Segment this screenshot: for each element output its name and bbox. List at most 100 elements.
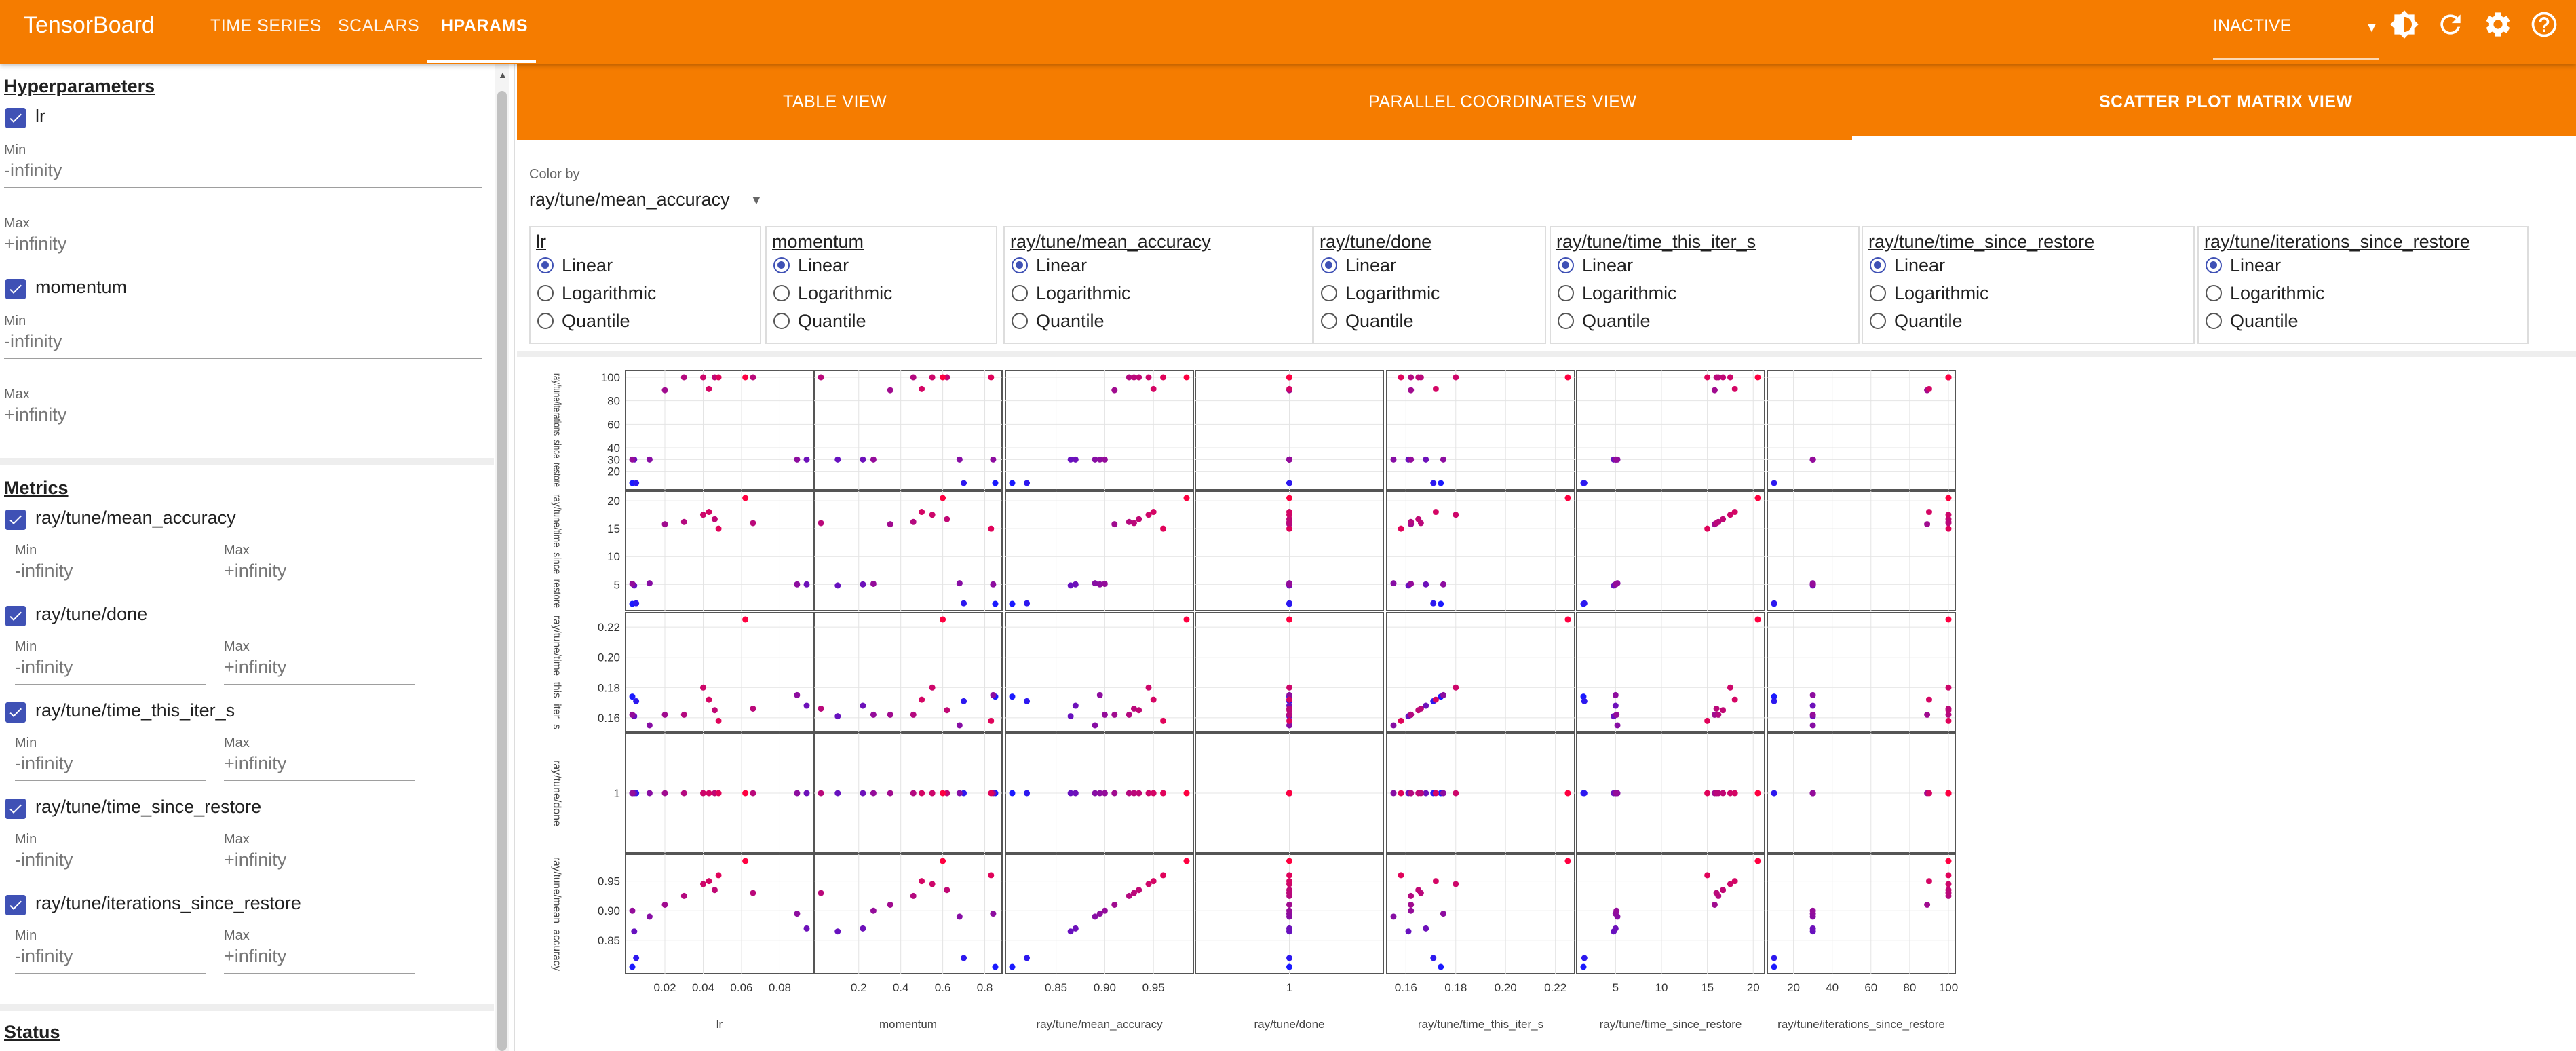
data-point [1771,963,1777,970]
scale-option-label[interactable]: Quantile [1894,311,1963,331]
metric-min-input[interactable] [15,753,205,774]
scale-option-label[interactable]: Linear [2230,255,2282,275]
run-status-select[interactable]: INACTIVE ▼ [2213,12,2379,60]
metric-min-input[interactable] [15,560,205,581]
settings-icon[interactable] [2483,9,2513,39]
scale-option-label[interactable]: Linear [798,255,849,275]
tab-scatter-plot-matrix-view[interactable]: SCATTER PLOT MATRIX VIEW [2099,92,2353,111]
scale-radio-linear[interactable] [1321,257,1337,273]
scale-option-label[interactable]: Logarithmic [1582,283,1677,303]
scale-option-label[interactable]: Linear [1582,255,1634,275]
metric-max-input[interactable] [224,946,414,967]
chevron-down-icon[interactable]: ▼ [750,193,763,207]
data-point [1564,374,1571,381]
scale-option-label[interactable]: Quantile [2230,311,2299,331]
momentum-min-input[interactable] [4,331,479,352]
scale-radio-quantile[interactable] [2206,313,2222,329]
momentum-max-input[interactable] [4,404,479,425]
scale-radio-linear[interactable] [773,257,790,273]
color-by-select[interactable]: ray/tune/mean_accuracy [529,189,730,210]
data-point [1440,911,1446,917]
data-point [646,722,653,729]
checkbox-metric[interactable] [5,895,26,915]
checkbox-metric[interactable] [5,606,26,626]
sidebar-scrollbar-thumb[interactable] [497,91,507,1051]
metric-max-input[interactable] [224,753,414,774]
scroll-up-icon[interactable]: ▲ [498,69,507,80]
scale-radio-linear[interactable] [2206,257,2222,273]
checkbox-metric[interactable] [5,799,26,819]
scale-option-label[interactable]: Quantile [1036,311,1104,331]
data-point [988,374,995,381]
scale-option-label[interactable]: Quantile [1582,311,1651,331]
x-tick-label: 0.02 [653,981,676,994]
nav-tab-scalars[interactable]: SCALARS [338,16,420,35]
scale-radio-logarithmic[interactable] [2206,285,2222,301]
scale-option-label[interactable]: Linear [1036,255,1088,275]
scale-radio-quantile[interactable] [1012,313,1028,329]
max-label: Max [224,832,250,847]
data-point [1945,717,1952,724]
scale-radio-logarithmic[interactable] [1012,285,1028,301]
scale-radio-linear[interactable] [1870,257,1886,273]
metric-max-input[interactable] [224,657,414,678]
scale-option-label[interactable]: Linear [1345,255,1397,275]
scale-radio-logarithmic[interactable] [773,285,790,301]
nav-tab-time-series[interactable]: TIME SERIES [210,16,322,35]
scale-radio-quantile[interactable] [537,313,554,329]
metric-min-input[interactable] [15,657,205,678]
scale-option-label[interactable]: Logarithmic [562,283,657,303]
tab-table-view[interactable]: TABLE VIEW [783,92,887,111]
scale-option-label[interactable]: Linear [562,255,613,275]
data-point [742,616,749,623]
help-icon[interactable] [2529,9,2559,39]
checkbox-momentum[interactable] [5,279,26,299]
min-label: Min [15,832,37,847]
data-point [929,374,936,381]
data-point [1945,525,1952,532]
scale-radio-quantile[interactable] [1321,313,1337,329]
data-point [860,790,866,797]
scale-option-label[interactable]: Logarithmic [1036,283,1131,303]
data-point [1713,790,1720,797]
y-tick-label: 20 [607,495,620,508]
metric-min-input[interactable] [15,849,205,871]
scale-option-label[interactable]: Quantile [798,311,866,331]
scale-radio-quantile[interactable] [1558,313,1574,329]
scale-radio-quantile[interactable] [1870,313,1886,329]
scale-radio-logarithmic[interactable] [1870,285,1886,301]
scale-radio-quantile[interactable] [773,313,790,329]
data-point [1009,693,1016,700]
data-point [1614,722,1621,729]
theme-toggle-icon[interactable] [2389,9,2419,39]
scale-option-label[interactable]: Linear [1894,255,1946,275]
scale-option-label[interactable]: Logarithmic [798,283,893,303]
metric-min-input[interactable] [15,946,205,967]
scale-option-label[interactable]: Quantile [562,311,630,331]
tab-parallel-coordinates-view[interactable]: PARALLEL COORDINATES VIEW [1368,92,1637,111]
reload-icon[interactable] [2436,9,2465,39]
scale-radio-logarithmic[interactable] [1558,285,1574,301]
metric-max-input[interactable] [224,560,414,581]
scale-radio-linear[interactable] [1558,257,1574,273]
data-point [633,698,640,704]
scale-radio-linear[interactable] [1012,257,1028,273]
data-point [633,955,640,961]
scale-option-label[interactable]: Quantile [1345,311,1414,331]
checkbox-metric[interactable] [5,510,26,530]
data-point [1009,600,1016,607]
scale-option-label[interactable]: Logarithmic [1894,283,1989,303]
lr-min-input[interactable] [4,160,479,181]
lr-max-input[interactable] [4,233,479,254]
checkbox-metric[interactable] [5,702,26,723]
scale-radio-logarithmic[interactable] [537,285,554,301]
nav-tab-hparams[interactable]: HPARAMS [441,16,528,35]
checkbox-lr[interactable] [5,108,26,128]
data-point [988,717,995,724]
scale-option-label[interactable]: Logarithmic [2230,283,2325,303]
scale-radio-logarithmic[interactable] [1321,285,1337,301]
scale-option-label[interactable]: Logarithmic [1345,283,1440,303]
scale-radio-linear[interactable] [537,257,554,273]
x-tick-label: 40 [1826,981,1839,994]
metric-max-input[interactable] [224,849,414,871]
